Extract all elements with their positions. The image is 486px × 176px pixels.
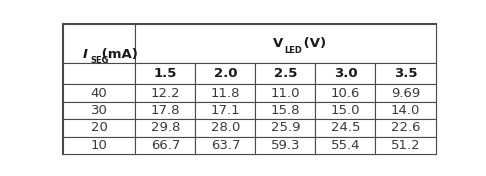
Text: 10.6: 10.6 <box>331 87 360 99</box>
Bar <box>315 63 376 84</box>
Bar <box>256 63 315 84</box>
Text: 28.0: 28.0 <box>211 121 240 134</box>
Text: 9.69: 9.69 <box>391 87 420 99</box>
Text: (V): (V) <box>298 37 326 50</box>
Text: 55.4: 55.4 <box>330 139 360 152</box>
Text: 30: 30 <box>90 104 107 117</box>
Text: 20: 20 <box>90 121 107 134</box>
Bar <box>256 84 315 102</box>
Text: 3.0: 3.0 <box>334 67 357 80</box>
Bar <box>376 63 435 84</box>
Text: 10: 10 <box>90 139 107 152</box>
Text: 29.8: 29.8 <box>151 121 180 134</box>
Bar <box>315 137 376 154</box>
Bar <box>256 137 315 154</box>
Text: 15.0: 15.0 <box>330 104 360 117</box>
Bar <box>195 119 256 137</box>
Text: 63.7: 63.7 <box>210 139 240 152</box>
Text: 24.5: 24.5 <box>330 121 360 134</box>
Text: 11.8: 11.8 <box>210 87 240 99</box>
Bar <box>195 63 256 84</box>
Text: 17.8: 17.8 <box>151 104 180 117</box>
Text: LED: LED <box>284 46 302 55</box>
Bar <box>376 102 435 119</box>
Bar <box>63 63 135 84</box>
Bar <box>63 24 135 63</box>
Text: 59.3: 59.3 <box>271 139 300 152</box>
Bar <box>63 84 135 102</box>
Bar <box>315 102 376 119</box>
Bar <box>63 137 135 154</box>
Text: (mA): (mA) <box>98 48 139 61</box>
Text: 22.6: 22.6 <box>391 121 420 134</box>
Bar <box>315 84 376 102</box>
Bar <box>135 102 195 119</box>
Text: SEG: SEG <box>90 56 109 65</box>
Text: 51.2: 51.2 <box>391 139 420 152</box>
Text: 2.0: 2.0 <box>214 67 237 80</box>
Bar <box>63 102 135 119</box>
Bar <box>256 102 315 119</box>
Text: I: I <box>83 48 87 61</box>
Bar <box>135 63 195 84</box>
Text: V: V <box>273 37 283 50</box>
Bar <box>135 119 195 137</box>
Text: 14.0: 14.0 <box>391 104 420 117</box>
Bar <box>376 119 435 137</box>
Text: 3.5: 3.5 <box>394 67 417 80</box>
Bar <box>256 119 315 137</box>
Text: 2.5: 2.5 <box>274 67 297 80</box>
Text: 1.5: 1.5 <box>154 67 177 80</box>
Text: 12.2: 12.2 <box>151 87 180 99</box>
Text: 25.9: 25.9 <box>271 121 300 134</box>
Text: 15.8: 15.8 <box>271 104 300 117</box>
Bar <box>135 137 195 154</box>
Bar <box>376 84 435 102</box>
Bar <box>63 119 135 137</box>
Bar <box>135 84 195 102</box>
Bar <box>195 102 256 119</box>
Text: 17.1: 17.1 <box>210 104 240 117</box>
Text: 40: 40 <box>90 87 107 99</box>
Bar <box>376 137 435 154</box>
Bar <box>135 24 435 63</box>
Bar <box>315 119 376 137</box>
Text: 11.0: 11.0 <box>271 87 300 99</box>
Bar <box>195 84 256 102</box>
Bar <box>195 137 256 154</box>
Text: 66.7: 66.7 <box>151 139 180 152</box>
